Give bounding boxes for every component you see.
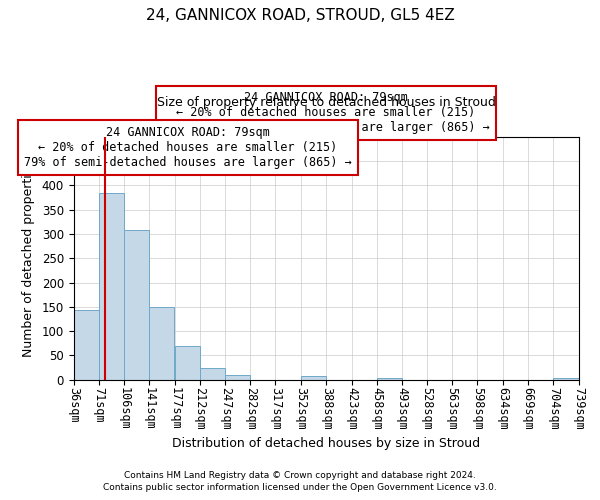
X-axis label: Distribution of detached houses by size in Stroud: Distribution of detached houses by size … (172, 437, 480, 450)
Text: Contains HM Land Registry data © Crown copyright and database right 2024.
Contai: Contains HM Land Registry data © Crown c… (103, 471, 497, 492)
Text: 24 GANNICOX ROAD: 79sqm
← 20% of detached houses are smaller (215)
79% of semi-d: 24 GANNICOX ROAD: 79sqm ← 20% of detache… (162, 92, 490, 134)
Bar (225, 376, 250, 380)
Y-axis label: Number of detached properties: Number of detached properties (22, 160, 35, 357)
Bar (74, 310, 99, 380)
Bar (175, 346, 200, 380)
Bar (377, 378, 402, 380)
Text: 24 GANNICOX ROAD: 79sqm
← 20% of detached houses are smaller (215)
79% of semi-d: 24 GANNICOX ROAD: 79sqm ← 20% of detache… (24, 126, 352, 169)
Text: 24, GANNICOX ROAD, STROUD, GL5 4EZ: 24, GANNICOX ROAD, STROUD, GL5 4EZ (146, 8, 454, 22)
Bar (301, 376, 326, 380)
Bar (124, 230, 149, 380)
Bar (200, 368, 225, 380)
Bar (553, 378, 578, 380)
Bar (99, 192, 124, 380)
Bar (149, 308, 174, 380)
Title: Size of property relative to detached houses in Stroud: Size of property relative to detached ho… (157, 96, 496, 110)
